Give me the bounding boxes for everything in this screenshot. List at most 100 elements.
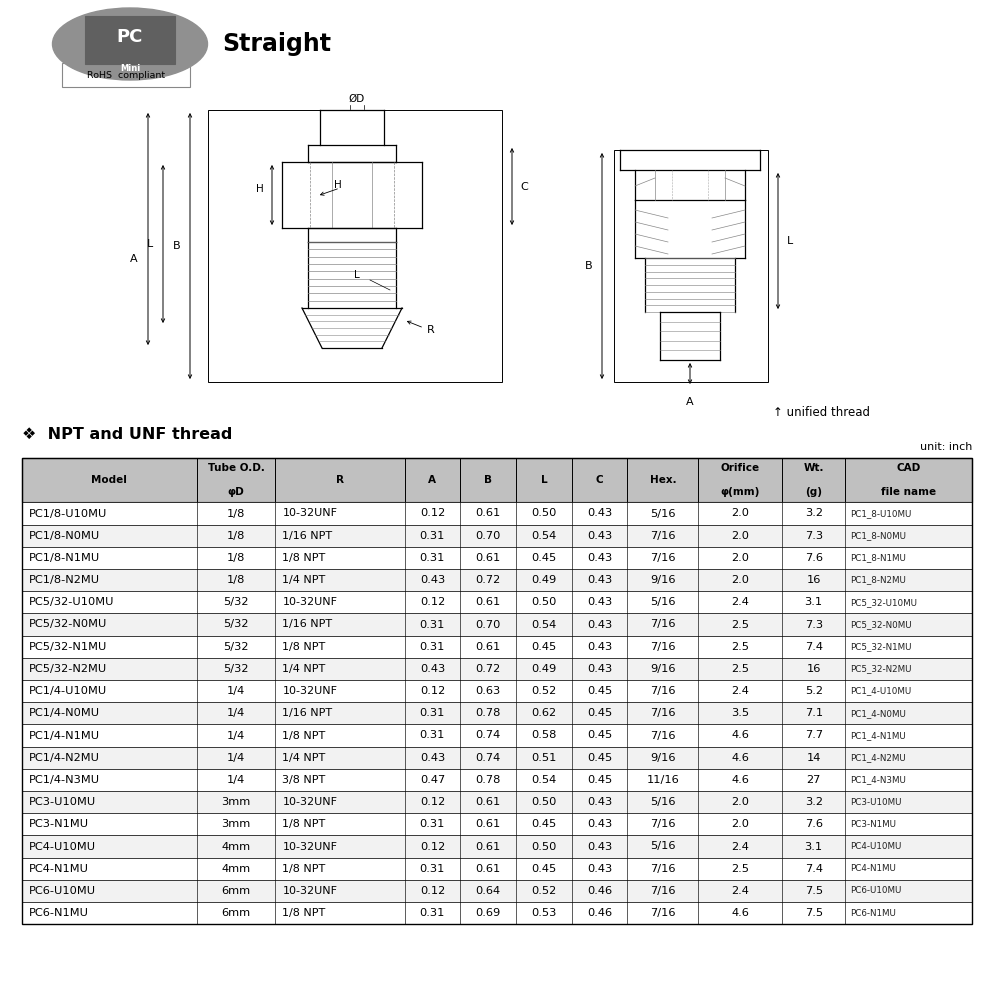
Text: 0.31: 0.31	[420, 553, 445, 563]
Text: 2.0: 2.0	[731, 575, 749, 585]
Text: 2.5: 2.5	[731, 642, 749, 652]
Text: 0.51: 0.51	[532, 753, 556, 763]
Text: 10-32UNF: 10-32UNF	[283, 686, 337, 696]
Text: 0.12: 0.12	[420, 597, 445, 607]
Bar	[22, 702, 972, 724]
Text: 1/8: 1/8	[227, 575, 245, 585]
Text: PC3-U10MU: PC3-U10MU	[29, 797, 96, 807]
Text: 2.5: 2.5	[731, 864, 749, 874]
Text: 7.3: 7.3	[804, 531, 823, 541]
Text: CAD: CAD	[896, 463, 921, 473]
Text: 4mm: 4mm	[221, 864, 251, 874]
Text: 0.31: 0.31	[420, 864, 445, 874]
Text: PC3-U10MU: PC3-U10MU	[851, 798, 902, 807]
Text: PC1_4-U10MU: PC1_4-U10MU	[851, 687, 912, 696]
Text: PC6-N1MU: PC6-N1MU	[851, 909, 896, 918]
Text: 16: 16	[806, 575, 821, 585]
Text: 0.54: 0.54	[532, 619, 556, 630]
Text: 5/16: 5/16	[650, 597, 676, 607]
Text: 5/32: 5/32	[223, 619, 249, 630]
Bar	[22, 747, 972, 769]
Bar	[614, 150, 768, 382]
Bar	[22, 636, 972, 658]
Bar	[22, 724, 972, 747]
Text: 9/16: 9/16	[650, 575, 676, 585]
Text: 0.45: 0.45	[587, 753, 613, 763]
Text: 0.43: 0.43	[420, 664, 445, 674]
Bar	[22, 769, 972, 791]
Text: 2.0: 2.0	[731, 531, 749, 541]
Text: 7/16: 7/16	[650, 642, 676, 652]
Text: PC: PC	[117, 28, 143, 46]
Text: 0.69: 0.69	[475, 908, 501, 918]
Text: 7.6: 7.6	[804, 553, 823, 563]
Bar	[22, 880, 972, 902]
Text: 7/16: 7/16	[650, 553, 676, 563]
Text: 1/4: 1/4	[227, 753, 245, 763]
Text: PC1/4-N0MU: PC1/4-N0MU	[29, 708, 100, 718]
Text: 3/8 NPT: 3/8 NPT	[283, 775, 326, 785]
Text: 0.31: 0.31	[420, 708, 445, 718]
Text: 0.45: 0.45	[587, 708, 613, 718]
Text: 0.43: 0.43	[420, 753, 445, 763]
Text: 1/4: 1/4	[227, 708, 245, 718]
Text: 5/16: 5/16	[650, 842, 676, 852]
Text: 27: 27	[806, 775, 821, 785]
Text: 0.43: 0.43	[587, 553, 613, 563]
Text: 1/8: 1/8	[227, 553, 245, 563]
Text: 0.78: 0.78	[475, 775, 501, 785]
Bar	[22, 613, 972, 636]
Text: 0.50: 0.50	[532, 842, 556, 852]
Text: 5.2: 5.2	[804, 686, 823, 696]
Text: RoHS  compliant: RoHS compliant	[87, 70, 165, 80]
Text: C: C	[596, 475, 604, 485]
Text: Orifice: Orifice	[720, 463, 760, 473]
Text: 0.12: 0.12	[420, 842, 445, 852]
Bar	[22, 591, 972, 613]
Text: 10-32UNF: 10-32UNF	[283, 797, 337, 807]
Text: 0.54: 0.54	[532, 531, 556, 541]
Text: 0.50: 0.50	[532, 597, 556, 607]
Text: 3.2: 3.2	[804, 509, 823, 519]
Text: 0.61: 0.61	[475, 842, 501, 852]
Text: φD: φD	[227, 487, 244, 497]
Text: PC5_32-N2MU: PC5_32-N2MU	[851, 664, 912, 673]
Bar	[22, 458, 972, 924]
Text: 0.31: 0.31	[420, 531, 445, 541]
Bar	[22, 658, 972, 680]
Text: 4.6: 4.6	[731, 753, 749, 763]
Text: PC1/8-N1MU: PC1/8-N1MU	[29, 553, 100, 563]
Text: PC1_8-U10MU: PC1_8-U10MU	[851, 509, 912, 518]
Text: 0.49: 0.49	[532, 575, 556, 585]
Bar	[22, 813, 972, 835]
Text: 10-32UNF: 10-32UNF	[283, 509, 337, 519]
Text: H: H	[334, 180, 342, 190]
Text: 0.61: 0.61	[475, 597, 501, 607]
Text: 1/8 NPT: 1/8 NPT	[283, 908, 326, 918]
Bar	[22, 525, 972, 547]
Text: 0.12: 0.12	[420, 686, 445, 696]
Text: 2.0: 2.0	[731, 509, 749, 519]
Text: 1/4: 1/4	[227, 686, 245, 696]
Bar	[22, 458, 972, 502]
Text: 1/4 NPT: 1/4 NPT	[283, 664, 326, 674]
Text: 0.47: 0.47	[420, 775, 445, 785]
Text: PC1_4-N3MU: PC1_4-N3MU	[851, 775, 906, 784]
Text: 2.0: 2.0	[731, 819, 749, 829]
Text: unit: inch: unit: inch	[920, 442, 972, 452]
Text: B: B	[484, 475, 492, 485]
Text: 6mm: 6mm	[221, 886, 251, 896]
Text: PC4-N1MU: PC4-N1MU	[851, 864, 896, 873]
Text: 0.45: 0.45	[532, 864, 556, 874]
Text: 0.43: 0.43	[587, 797, 613, 807]
Bar	[22, 547, 972, 569]
Text: 1/4 NPT: 1/4 NPT	[283, 753, 326, 763]
Text: PC4-U10MU: PC4-U10MU	[851, 842, 902, 851]
Text: 7/16: 7/16	[650, 730, 676, 740]
Bar	[62, 63, 190, 87]
Text: 0.46: 0.46	[587, 908, 613, 918]
Text: 0.78: 0.78	[475, 708, 501, 718]
Text: PC3-N1MU: PC3-N1MU	[851, 820, 896, 829]
Text: 0.45: 0.45	[587, 686, 613, 696]
Text: 0.61: 0.61	[475, 819, 501, 829]
